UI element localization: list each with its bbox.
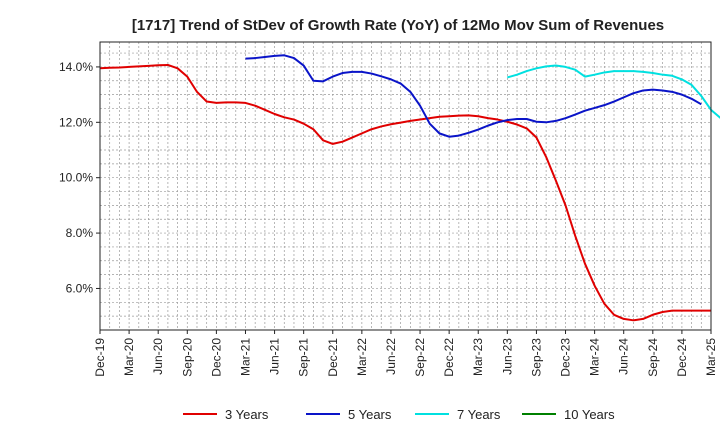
series-line-7-years: [507, 64, 720, 119]
x-tick-label: Jun-20: [151, 338, 165, 375]
y-tick-label: 8.0%: [66, 226, 94, 240]
legend-label: 7 Years: [457, 407, 501, 422]
x-tick-label: Dec-24: [675, 338, 689, 377]
x-tick-label: Dec-19: [93, 338, 107, 377]
x-tick-label: Jun-21: [268, 338, 282, 375]
x-tick-label: Sep-24: [646, 338, 660, 377]
x-tick-label: Dec-20: [209, 338, 223, 377]
x-tick-label: Mar-24: [588, 338, 602, 376]
x-tick-label: Mar-21: [238, 338, 252, 376]
x-tick-label: Jun-22: [384, 338, 398, 375]
y-tick-label: 6.0%: [66, 281, 94, 295]
x-tick-label: Mar-20: [122, 338, 136, 376]
series-line-3-years: [99, 63, 711, 322]
y-axis: 6.0% 8.0% 10.0% 12.0% 14.0%: [59, 60, 100, 295]
legend-label: 3 Years: [225, 407, 269, 422]
x-tick-label: Sep-22: [413, 338, 427, 377]
x-tick-label: Mar-23: [471, 338, 485, 376]
x-tick-label: Jun-24: [617, 338, 631, 375]
plot-area: [99, 54, 720, 322]
grid: [100, 42, 711, 330]
x-tick-label: Sep-23: [529, 338, 543, 377]
x-tick-label: Jun-23: [500, 338, 514, 375]
x-tick-label: Sep-20: [180, 338, 194, 377]
x-axis: Dec-19 Mar-20 Jun-20 Sep-20 Dec-20 Mar-21 Jun-…: [93, 330, 718, 377]
y-tick-label: 12.0%: [59, 115, 93, 129]
y-tick-label: 14.0%: [59, 60, 93, 74]
plot-frame: [99, 41, 712, 331]
x-tick-label: Dec-21: [326, 338, 340, 377]
series-line-5-years: [245, 54, 702, 138]
legend-label: 5 Years: [348, 407, 392, 422]
legend-label: 10 Years: [564, 407, 615, 422]
x-tick-label: Mar-25: [704, 338, 718, 376]
x-tick-label: Dec-23: [559, 338, 573, 377]
x-tick-label: Sep-21: [297, 338, 311, 377]
x-tick-label: Mar-22: [355, 338, 369, 376]
chart-title: [1717] Trend of StDev of Growth Rate (Yo…: [132, 17, 664, 34]
legend: 3 Years 5 Years 7 Years 10 Years: [183, 407, 615, 422]
y-tick-label: 10.0%: [59, 171, 93, 185]
x-tick-label: Dec-22: [442, 338, 456, 377]
